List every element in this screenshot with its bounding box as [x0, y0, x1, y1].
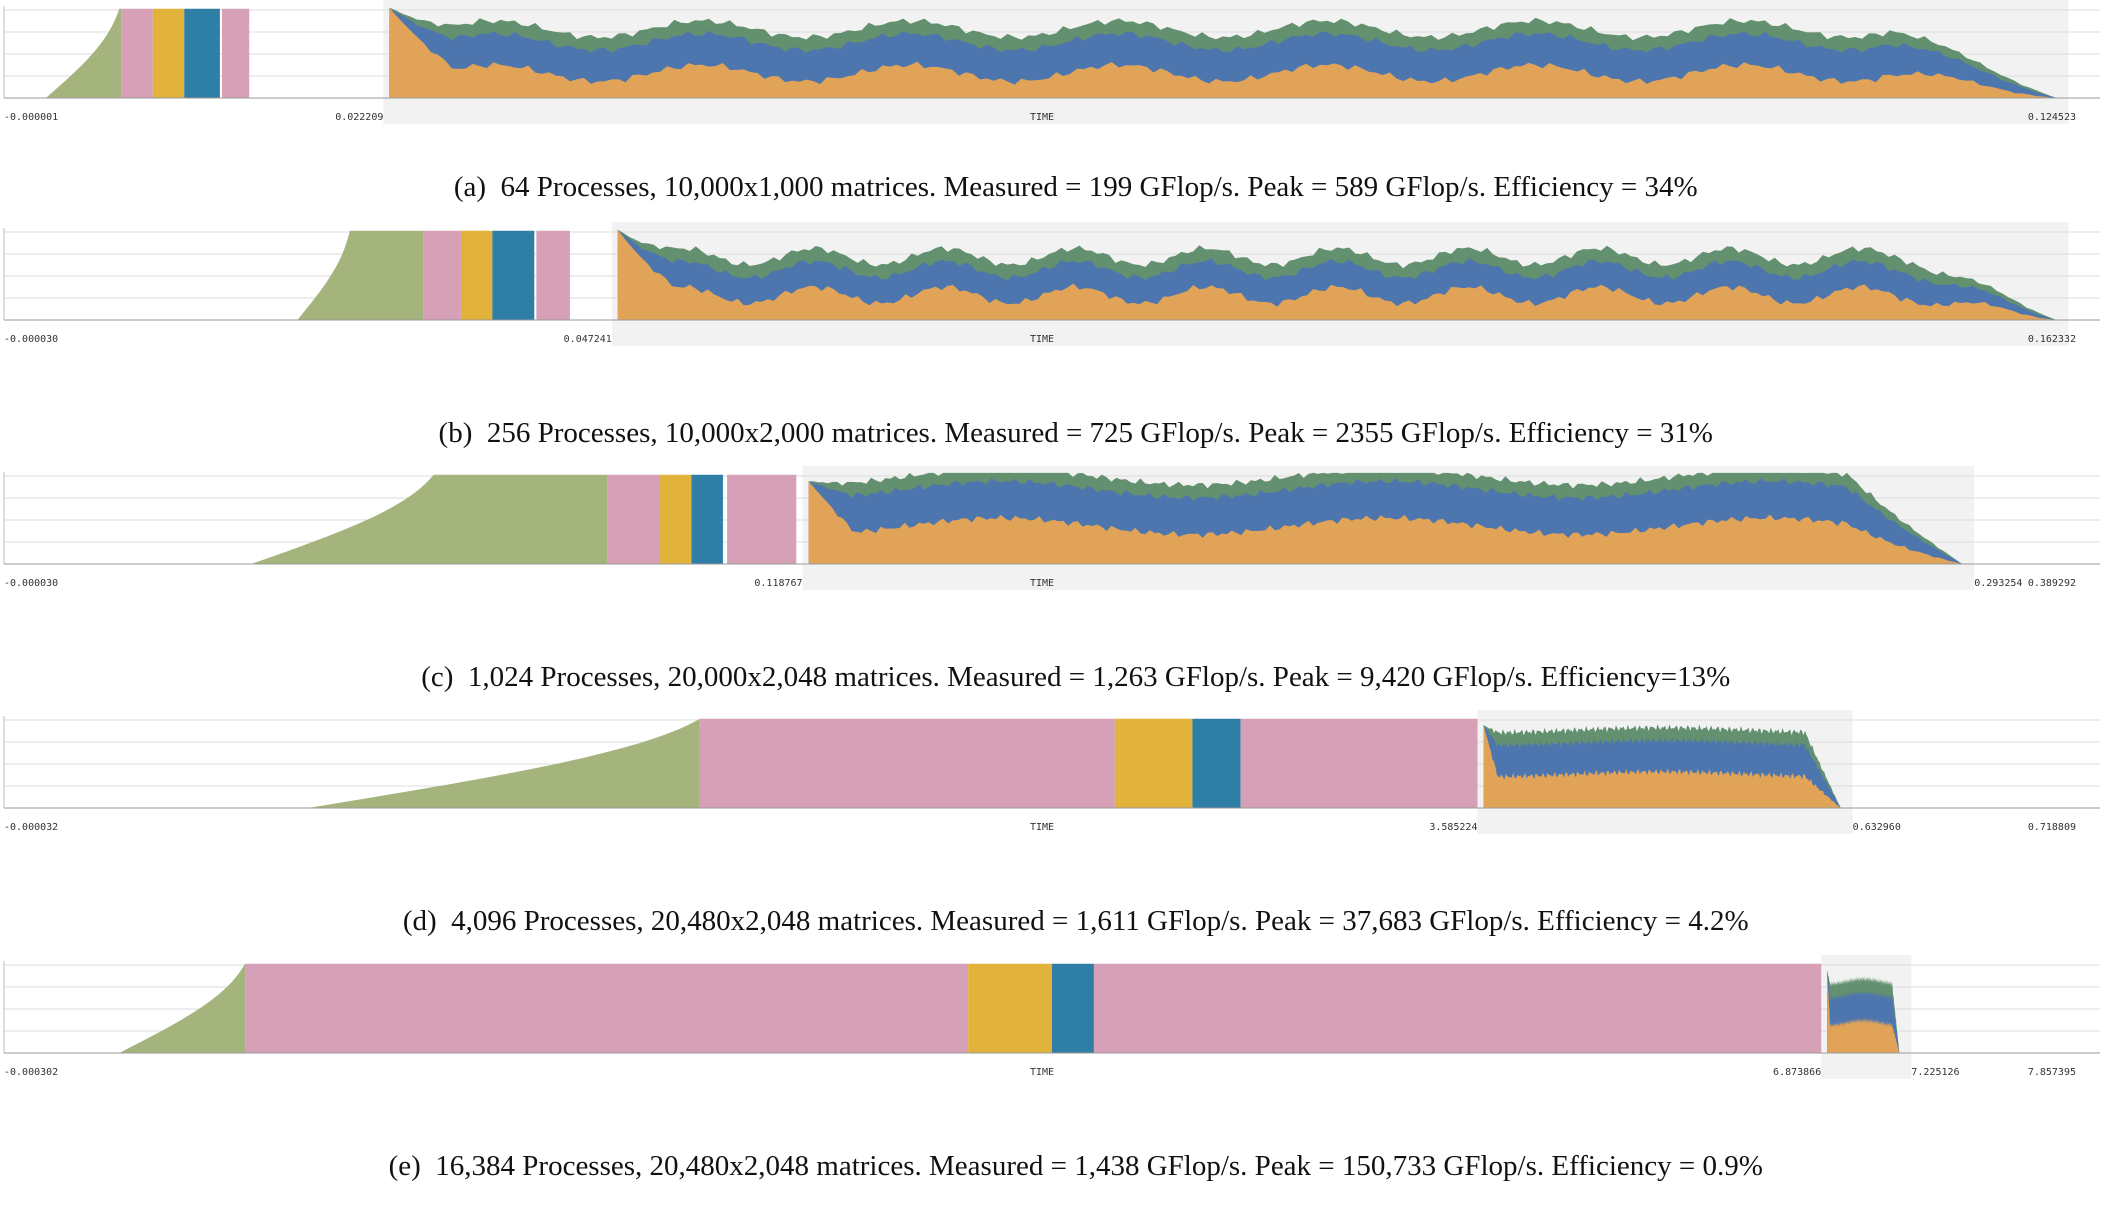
- caption-text-e: 16,384 Processes, 20,480x2,048 matrices.…: [435, 1150, 1763, 1182]
- tick-label-b: 0.047241: [564, 334, 612, 345]
- caption-text-b: 256 Processes, 10,000x2,000 matrices. Me…: [486, 417, 1713, 449]
- series-orange-area-d: [1483, 725, 1841, 808]
- x-axis-label-d: TIME: [1030, 822, 1054, 833]
- tick-label-e: 6.873866: [1773, 1067, 1821, 1078]
- green-ramp-a: [45, 8, 122, 98]
- x-axis-label-a: TIME: [1030, 112, 1054, 123]
- subplot-label-a: (a): [453, 171, 487, 203]
- panel-d: -0.000032 3.585224 0.632960 0.718809 TIME (d…: [0, 710, 2108, 937]
- pink-block-2-a: [221, 8, 250, 98]
- x-axis-label-e: TIME: [1030, 1067, 1054, 1078]
- tick-label-c: -0.000030: [4, 578, 58, 589]
- caption-b: (b) 256 Processes, 10,000x2,000 matrices…: [0, 384, 2108, 483]
- green-ramp-c: [251, 474, 608, 564]
- x-axis-label-c: TIME: [1030, 578, 1054, 589]
- teal-block-d: [1192, 718, 1241, 808]
- chart-d: -0.000032 3.585224 0.632960 0.718809 TIME: [3, 710, 2100, 834]
- subplot-label-c: (c): [421, 661, 454, 693]
- yellow-block-b: [460, 230, 493, 320]
- yellow-block-d: [1114, 718, 1193, 808]
- figure: -0.000001 0.022209 0.124523 TIME (a) 64 Pro…: [0, 0, 2108, 1182]
- tick-label-c: 0.293254: [1974, 578, 2022, 589]
- panel-c: -0.000030 0.118767 0.293254 0.389292 TIME (c…: [0, 466, 2108, 693]
- tick-label-a: 0.022209: [335, 112, 383, 123]
- chart-e: -0.000302 6.873866 7.225126 7.857395 TIME: [3, 955, 2100, 1079]
- teal-block-b: [492, 230, 535, 320]
- tick-label-e: 7.225126: [1911, 1067, 1959, 1078]
- tick-label-c: 0.118767: [754, 578, 802, 589]
- yellow-block-a: [152, 8, 185, 98]
- pink-block-1-b: [423, 230, 461, 320]
- tick-label-b: -0.000030: [4, 334, 58, 345]
- chart-c: -0.000030 0.118767 0.293254 0.389292 TIME: [3, 466, 2100, 590]
- series-orange-area-e: [1827, 970, 1900, 1053]
- pink-block-2-c: [727, 474, 797, 564]
- tick-label-d: 0.632960: [1853, 822, 1901, 833]
- green-ramp-d: [307, 718, 700, 808]
- panel-a: -0.000001 0.022209 0.124523 TIME (a) 64 Pro…: [0, 0, 2108, 203]
- tick-label-d: 3.585224: [1429, 822, 1477, 833]
- series-orange-area-c: [808, 481, 1963, 564]
- panel-e: -0.000302 6.873866 7.225126 7.857395 TIME (e…: [0, 955, 2108, 1182]
- series-orange-area-b: [617, 229, 2057, 320]
- pink-block-1-c: [607, 474, 661, 564]
- subplot-label-b: (b): [438, 417, 473, 449]
- caption-d: (d) 4,096 Processes, 20,480x2,048 matric…: [0, 872, 2108, 971]
- yellow-block-e: [968, 963, 1052, 1053]
- green-ramp-b: [297, 230, 424, 320]
- teal-block-c: [691, 474, 723, 564]
- tick-label-c: 0.389292: [2028, 578, 2076, 589]
- green-ramp-e: [119, 963, 246, 1053]
- caption-text-c: 1,024 Processes, 20,000x2,048 matrices. …: [467, 661, 1731, 693]
- pink-block-1-e: [245, 963, 969, 1053]
- yellow-block-c: [660, 474, 692, 564]
- chart-b: -0.000030 0.047241 0.162332 TIME: [3, 222, 2100, 346]
- pink-block-2-d: [1240, 718, 1478, 808]
- tick-label-a: -0.000001: [4, 112, 58, 123]
- caption-a: (a) 64 Processes, 10,000x1,000 matrices.…: [0, 138, 2108, 237]
- chart-a: -0.000001 0.022209 0.124523 TIME: [3, 0, 2100, 124]
- teal-block-a: [184, 8, 220, 98]
- caption-text-a: 64 Processes, 10,000x1,000 matrices. Mea…: [500, 171, 1698, 203]
- series-orange-area-a: [389, 7, 2057, 98]
- tick-label-b: 0.162332: [2028, 334, 2076, 345]
- pink-block-2-e: [1093, 963, 1822, 1053]
- tick-label-e: -0.000302: [4, 1067, 58, 1078]
- pink-block-2-b: [536, 230, 570, 320]
- subplot-label-d: (d): [402, 905, 437, 937]
- x-axis-label-b: TIME: [1030, 334, 1054, 345]
- panel-b: -0.000030 0.047241 0.162332 TIME (b) 256 Pr…: [0, 222, 2108, 449]
- tick-label-d: 0.718809: [2028, 822, 2076, 833]
- pink-block-1-a: [121, 8, 153, 98]
- series-blue-area-a: [389, 7, 2057, 98]
- subplot-label-e: (e): [388, 1150, 421, 1182]
- caption-e: (e) 16,384 Processes, 20,480x2,048 matri…: [0, 1117, 2108, 1216]
- tick-label-e: 7.857395: [2028, 1067, 2076, 1078]
- teal-block-e: [1052, 963, 1094, 1053]
- tick-label-d: -0.000032: [4, 822, 58, 833]
- tick-label-a: 0.124523: [2028, 112, 2076, 123]
- caption-c: (c) 1,024 Processes, 20,000x2,048 matric…: [0, 628, 2108, 727]
- caption-text-d: 4,096 Processes, 20,480x2,048 matrices. …: [451, 905, 1749, 937]
- pink-block-1-d: [699, 718, 1115, 808]
